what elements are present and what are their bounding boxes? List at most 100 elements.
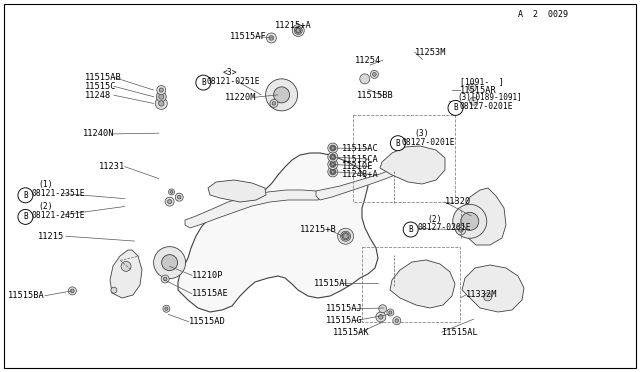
Circle shape <box>330 161 336 167</box>
Text: 11515C: 11515C <box>84 82 116 91</box>
Circle shape <box>272 102 276 105</box>
Circle shape <box>330 155 335 159</box>
Circle shape <box>332 155 334 158</box>
Circle shape <box>330 146 335 150</box>
Circle shape <box>154 247 186 279</box>
Bar <box>353 115 455 202</box>
Polygon shape <box>390 260 455 308</box>
Text: 11248+A: 11248+A <box>342 170 378 179</box>
Text: 11515AC: 11515AC <box>342 144 378 153</box>
Circle shape <box>342 232 349 240</box>
Circle shape <box>68 287 76 295</box>
Text: 11248: 11248 <box>84 91 111 100</box>
Circle shape <box>269 36 274 40</box>
Circle shape <box>18 188 33 203</box>
Circle shape <box>168 200 172 203</box>
Circle shape <box>165 307 168 310</box>
Circle shape <box>296 29 300 32</box>
Circle shape <box>294 26 302 35</box>
Circle shape <box>470 97 477 105</box>
Text: 11515AG: 11515AG <box>326 316 363 325</box>
Polygon shape <box>185 190 322 228</box>
Text: 11231: 11231 <box>99 162 125 171</box>
Circle shape <box>484 293 492 301</box>
Circle shape <box>328 167 338 177</box>
Circle shape <box>163 305 170 312</box>
Circle shape <box>161 275 169 283</box>
Text: B: B <box>201 78 205 87</box>
Circle shape <box>328 160 338 169</box>
Text: 11210E: 11210E <box>342 162 373 171</box>
Text: A  2  0029: A 2 0029 <box>518 10 568 19</box>
Circle shape <box>156 92 166 102</box>
Text: (1): (1) <box>38 180 53 189</box>
Circle shape <box>456 225 466 235</box>
Circle shape <box>393 317 401 325</box>
Text: (2): (2) <box>428 215 442 224</box>
Circle shape <box>159 94 164 99</box>
Circle shape <box>458 228 463 232</box>
Circle shape <box>390 136 405 151</box>
Text: 11332M: 11332M <box>466 291 497 299</box>
Circle shape <box>157 86 166 94</box>
Circle shape <box>338 228 354 244</box>
Circle shape <box>175 193 183 201</box>
Circle shape <box>448 100 463 115</box>
Text: (3): (3) <box>415 129 429 138</box>
Text: 11515AK: 11515AK <box>333 328 369 337</box>
Circle shape <box>330 169 336 175</box>
Circle shape <box>296 28 301 33</box>
Polygon shape <box>110 250 142 298</box>
Text: B: B <box>23 212 28 221</box>
Text: 11515AF: 11515AF <box>230 32 267 41</box>
Text: 11240N: 11240N <box>83 129 115 138</box>
Circle shape <box>111 287 117 293</box>
Circle shape <box>121 262 131 271</box>
Circle shape <box>379 305 387 313</box>
Circle shape <box>196 75 211 90</box>
Circle shape <box>468 83 476 92</box>
Circle shape <box>156 97 167 109</box>
Bar <box>362 247 460 323</box>
Circle shape <box>376 312 386 322</box>
Circle shape <box>332 163 334 166</box>
Text: <3>: <3> <box>223 68 237 77</box>
Text: 11515CA: 11515CA <box>342 155 378 164</box>
Text: 11254: 11254 <box>355 56 381 65</box>
Circle shape <box>274 87 290 103</box>
Text: 11515AR: 11515AR <box>460 86 496 94</box>
Text: 08121-2451E: 08121-2451E <box>32 211 86 219</box>
Circle shape <box>360 74 370 84</box>
Text: 08121-0251E: 08121-0251E <box>207 77 260 86</box>
Text: 11253M: 11253M <box>415 48 446 57</box>
Circle shape <box>162 254 178 271</box>
Text: 11210P: 11210P <box>192 271 223 280</box>
Text: 11515AE: 11515AE <box>192 289 228 298</box>
Text: 08127-0201E: 08127-0201E <box>402 138 456 147</box>
Text: 08127-0201E: 08127-0201E <box>460 102 513 110</box>
Circle shape <box>332 147 334 150</box>
Text: I1515AL: I1515AL <box>442 328 478 337</box>
Polygon shape <box>316 165 402 200</box>
Circle shape <box>330 162 335 167</box>
Text: 08127-0201E: 08127-0201E <box>417 223 471 232</box>
Polygon shape <box>208 180 266 202</box>
Text: (3)[0189-1091]: (3)[0189-1091] <box>458 93 522 102</box>
Text: 11515AD: 11515AD <box>189 317 225 326</box>
Polygon shape <box>462 265 524 312</box>
Text: (2): (2) <box>38 202 53 211</box>
Text: 11215: 11215 <box>38 232 65 241</box>
Text: [1091-  ]: [1091- ] <box>460 77 504 86</box>
Circle shape <box>461 212 479 230</box>
Circle shape <box>330 145 336 151</box>
Circle shape <box>270 99 278 108</box>
Circle shape <box>389 311 392 314</box>
Text: B: B <box>396 139 400 148</box>
Circle shape <box>378 315 383 319</box>
Circle shape <box>395 319 399 323</box>
Text: 11215+B: 11215+B <box>300 225 336 234</box>
Circle shape <box>159 101 164 106</box>
Circle shape <box>70 289 74 293</box>
Text: 11215+A: 11215+A <box>275 21 312 30</box>
Text: B: B <box>408 225 413 234</box>
